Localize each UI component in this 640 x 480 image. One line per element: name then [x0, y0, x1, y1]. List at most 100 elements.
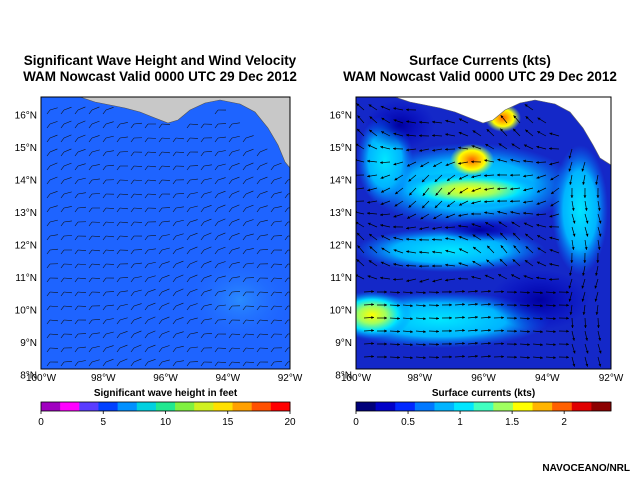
current-arrow-head	[498, 274, 502, 277]
wind-barb	[189, 274, 198, 279]
current-arrow-head	[422, 205, 425, 209]
current-arrow-head	[484, 187, 488, 191]
wind-barb	[63, 235, 73, 237]
wind-barb	[175, 331, 184, 335]
wind-barb-flag	[186, 333, 191, 339]
current-arrow-head	[523, 159, 526, 163]
wind-barb-flag	[242, 165, 247, 171]
wind-barb-flag	[144, 165, 149, 171]
wind-barb-flag	[228, 193, 233, 199]
current-arrow-head	[540, 291, 543, 295]
wind-barb	[77, 177, 86, 181]
wind-barb	[231, 290, 240, 293]
right_panel-lon-label: 94°W	[535, 373, 560, 384]
wind-barb	[77, 134, 86, 139]
wind-barb-flag	[270, 347, 275, 353]
wind-barb-flag	[102, 109, 107, 115]
colorbar-swatch	[493, 402, 514, 411]
wind-barb	[77, 277, 86, 280]
left-wind-barbs	[46, 106, 290, 367]
wind-barb-flag	[228, 319, 233, 325]
wind-barb-flag	[228, 333, 233, 339]
current-arrow-head	[357, 128, 360, 132]
current-arrow-head	[582, 312, 586, 315]
wind-barb-flag	[116, 221, 121, 227]
wind-barb	[77, 120, 86, 125]
wind-barb-flag	[130, 249, 135, 255]
wind-barb-flag	[270, 361, 275, 367]
wind-barb	[119, 221, 128, 224]
wind-barb-flag	[200, 305, 205, 311]
current-arrow-head	[393, 249, 397, 252]
current-arrow-head	[445, 249, 449, 253]
wind-barb-flag	[144, 347, 149, 353]
wind-barb	[133, 303, 142, 307]
wind-barb	[161, 261, 170, 265]
colorbar-swatch	[473, 402, 494, 411]
current-arrow-head	[432, 279, 436, 283]
current-arrow-head	[596, 260, 600, 263]
left_panel-lat-label: 8°N	[20, 371, 37, 382]
wind-barb	[63, 291, 72, 294]
colorbar-swatch	[232, 402, 253, 411]
wind-barb-flag	[130, 305, 135, 311]
right-lon-axis: 100°W 98°W 96°W 94°W 92°W	[341, 373, 624, 384]
colorbar-swatch	[591, 402, 612, 411]
wind-barb-flag	[172, 207, 177, 213]
wind-barb	[175, 345, 184, 349]
current-arrow-head	[393, 225, 396, 229]
wind-barb-flag	[186, 319, 191, 325]
current-arrow-head	[356, 232, 360, 236]
wind-barb-flag	[228, 291, 233, 297]
wind-barb-flag	[200, 207, 205, 213]
current-arrow-head	[500, 232, 504, 236]
current-arrow-head	[406, 250, 410, 254]
current-arrow-head	[553, 304, 556, 308]
current-arrow-head	[536, 202, 540, 205]
current-arrow-head	[549, 277, 552, 281]
wind-barb-flag	[60, 193, 65, 199]
current-arrow-head	[570, 260, 574, 263]
wind-barb	[147, 316, 156, 321]
wind-barb	[217, 361, 226, 363]
wind-barb	[245, 319, 254, 321]
current-arrow-head	[514, 329, 517, 333]
wind-barb	[63, 220, 72, 223]
wind-barb-flag	[270, 263, 275, 269]
wind-barb	[119, 331, 128, 335]
current-arrow-head	[471, 189, 475, 192]
current-arrow-head	[449, 329, 452, 333]
wind-barb	[231, 233, 240, 237]
wind-barb-flag	[130, 291, 135, 297]
current-arrow-head	[549, 147, 552, 151]
wind-barb	[133, 122, 142, 125]
right-title-line1: Surface Currents (kts)	[409, 53, 551, 68]
wind-barb	[161, 302, 170, 307]
wind-barb	[189, 192, 198, 195]
wind-barb-flag	[284, 319, 289, 325]
left_panel-lat-label: 12°N	[15, 241, 37, 252]
wind-barb-flag	[130, 123, 135, 129]
wind-barb-flag	[200, 291, 205, 297]
wind-barb-flag	[74, 221, 79, 227]
wind-barb-flag	[102, 235, 107, 241]
wind-barb	[119, 151, 129, 153]
wind-barb	[203, 246, 212, 251]
wind-barb-flag	[88, 277, 93, 283]
wind-barb	[273, 319, 283, 321]
wind-barb	[161, 137, 170, 140]
wind-barb	[203, 151, 212, 153]
current-arrow-head	[459, 202, 463, 206]
wind-barb-flag	[186, 221, 191, 227]
right-title: Surface Currents (kts) WAM Nowcast Valid…	[320, 53, 640, 85]
wind-barb	[189, 219, 198, 223]
current-arrow-head	[406, 279, 410, 283]
current-arrow-head	[572, 337, 576, 341]
wind-barb	[49, 134, 58, 139]
right-lat-axis: 16°N 15°N 14°N 13°N 12°N 11°N 10°N 9°N 8°N	[330, 111, 352, 382]
wind-barb	[259, 219, 268, 223]
left-title: Significant Wave Height and Wind Velocit…	[0, 53, 320, 85]
wind-barb	[175, 233, 184, 237]
wind-barb	[63, 305, 72, 308]
